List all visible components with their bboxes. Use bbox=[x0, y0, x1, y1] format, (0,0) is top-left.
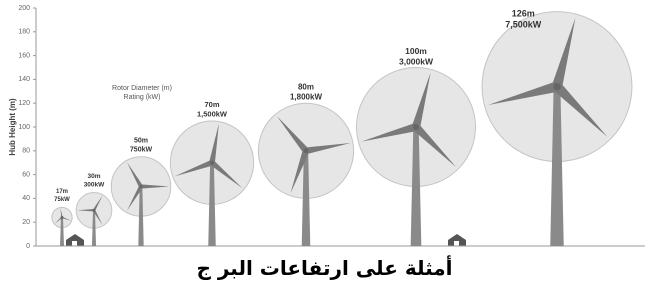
diameter-label: 30m bbox=[87, 173, 100, 180]
y-tick-label: 0 bbox=[26, 243, 30, 250]
y-tick-label: 20 bbox=[22, 219, 30, 226]
diameter-label: 80m bbox=[298, 82, 314, 91]
y-tick-label: 40 bbox=[22, 195, 30, 202]
y-tick-label: 80 bbox=[22, 148, 30, 155]
diameter-label: 50m bbox=[134, 138, 148, 145]
y-tick-label: 160 bbox=[18, 52, 30, 59]
caption: أمثلة على ارتفاعات البر ج bbox=[0, 256, 649, 280]
rating-label: 75kW bbox=[54, 197, 70, 203]
house-icon bbox=[66, 234, 84, 246]
y-tick-label: 120 bbox=[18, 100, 30, 107]
hub bbox=[210, 161, 214, 165]
y-tick-label: 100 bbox=[18, 124, 30, 131]
figure: Hub Height (m) Rotor Diameter (m) Rating… bbox=[0, 0, 649, 304]
diameter-label: 126m bbox=[512, 8, 535, 18]
hub bbox=[553, 83, 560, 90]
hub bbox=[413, 124, 419, 130]
chart: Hub Height (m) Rotor Diameter (m) Rating… bbox=[0, 0, 649, 255]
diameter-label: 17m bbox=[56, 189, 68, 195]
y-tick-label: 180 bbox=[18, 29, 30, 36]
rating-label: 750kW bbox=[130, 147, 153, 154]
legend-rating: Rating (kW) bbox=[124, 94, 161, 101]
y-tick-label: 200 bbox=[18, 5, 30, 12]
hub bbox=[93, 209, 96, 212]
hub bbox=[304, 148, 309, 153]
legend-diameter: Rotor Diameter (m) bbox=[112, 85, 172, 92]
y-axis-title: Hub Height (m) bbox=[8, 98, 17, 156]
rating-label: 3,000kW bbox=[399, 56, 434, 66]
rating-label: 7,500kW bbox=[505, 19, 542, 29]
rating-label: 1,800kW bbox=[290, 92, 322, 101]
hub bbox=[61, 216, 64, 219]
y-tick-label: 140 bbox=[18, 76, 30, 83]
diameter-label: 70m bbox=[204, 100, 219, 109]
hub bbox=[140, 185, 143, 188]
rating-label: 1,500kW bbox=[197, 110, 228, 119]
page: Hub Height (m) Rotor Diameter (m) Rating… bbox=[0, 0, 649, 304]
diameter-label: 100m bbox=[405, 46, 427, 56]
y-tick-label: 60 bbox=[22, 171, 30, 178]
house-icon bbox=[448, 234, 466, 246]
rating-label: 300kW bbox=[84, 182, 105, 189]
